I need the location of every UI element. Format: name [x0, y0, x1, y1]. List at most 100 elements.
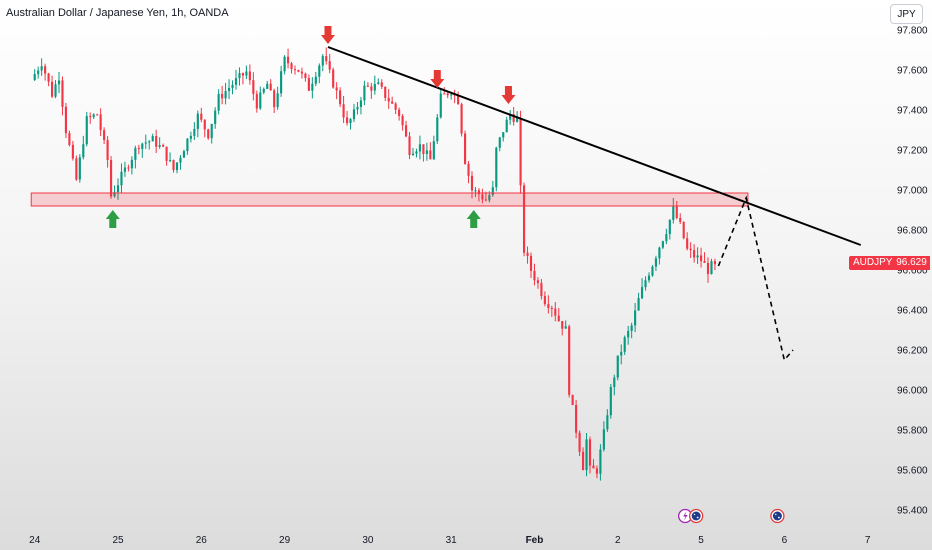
candle-body: [40, 66, 43, 71]
candle-body: [543, 296, 546, 305]
candle-body: [68, 133, 71, 145]
price-tick-label: 95.800: [897, 426, 928, 437]
candle-body: [47, 73, 50, 82]
candles-layer: [33, 47, 717, 481]
candle-body: [470, 175, 474, 191]
candle-body: [172, 160, 175, 171]
candle-body: [158, 145, 161, 147]
time-tick-label: 6: [782, 535, 788, 546]
candle-body: [477, 190, 481, 195]
price-tick-label: 97.800: [897, 26, 928, 37]
candle-body: [89, 116, 92, 118]
candle-body: [672, 206, 675, 220]
candle-body: [300, 71, 304, 74]
arrow-down-icon: [430, 70, 445, 88]
candle-body: [134, 148, 137, 160]
candle-body: [370, 86, 373, 91]
candle-body: [342, 104, 345, 118]
candle-body: [293, 69, 297, 71]
candle-body: [481, 194, 484, 200]
price-tick-label: 97.200: [897, 146, 928, 157]
candle-body: [366, 85, 369, 87]
candle-body: [345, 117, 349, 124]
candle-body: [92, 114, 95, 117]
time-tick-label: Feb: [526, 535, 544, 546]
price-tick-label: 97.400: [897, 106, 928, 117]
candle-body: [203, 119, 206, 130]
candle-body: [512, 114, 515, 122]
au-flag-icon[interactable]: [688, 508, 704, 524]
candle-body: [200, 113, 203, 120]
candle-body: [609, 387, 612, 416]
time-tick-label: 24: [29, 535, 41, 546]
candle-body: [207, 129, 210, 139]
candle-body: [557, 315, 560, 322]
candle-body: [606, 415, 609, 430]
candle-body: [571, 394, 574, 406]
candle-body: [398, 109, 401, 116]
candle-body: [328, 61, 331, 70]
candle-body: [318, 65, 321, 77]
candle-body: [311, 83, 314, 91]
candle-body: [415, 151, 418, 154]
price-tick-label: 96.200: [897, 346, 928, 357]
candle-body: [349, 119, 352, 124]
candle-body: [581, 451, 585, 471]
candle-body: [561, 321, 564, 329]
candle-body: [564, 326, 567, 329]
candle-body: [675, 206, 678, 218]
au-flag-icon[interactable]: [770, 508, 785, 524]
candle-body: [502, 132, 505, 138]
candle-body: [575, 405, 578, 433]
candle-body: [554, 308, 557, 316]
candle-body: [165, 146, 168, 161]
candle-body: [394, 103, 397, 110]
candle-body: [443, 93, 446, 95]
candle-body: [141, 143, 144, 149]
candle-body: [127, 167, 130, 169]
candle-body: [699, 255, 703, 262]
candle-body: [103, 130, 106, 141]
candle-body: [599, 449, 602, 474]
candle-body: [109, 160, 113, 197]
candle-body: [592, 465, 595, 469]
economic-event-icon[interactable]: [677, 508, 693, 524]
candle-body: [280, 71, 283, 94]
candle-body: [262, 88, 265, 93]
candle-body: [588, 439, 592, 466]
candle-body: [536, 280, 540, 284]
time-tick-label: 25: [112, 535, 124, 546]
candle-body: [339, 90, 342, 105]
candle-body: [686, 238, 689, 249]
candle-body: [373, 83, 376, 91]
candle-body: [245, 71, 248, 76]
price-tick-label: 96.600: [897, 266, 928, 277]
projection-path[interactable]: [717, 195, 794, 362]
candle-body: [627, 330, 630, 338]
candle-body: [516, 117, 519, 122]
candle-body: [613, 377, 616, 388]
candle-body: [529, 255, 533, 271]
candle-body: [710, 261, 713, 275]
candle-body: [120, 171, 123, 186]
resistance-zone[interactable]: [30, 192, 749, 207]
price-tick-label: 96.000: [897, 386, 928, 397]
candle-body: [54, 84, 57, 97]
candle-body: [356, 106, 359, 110]
candle-body: [64, 106, 68, 134]
candle-body: [661, 241, 664, 248]
candle-body: [332, 69, 335, 88]
price-tick-label: 96.400: [897, 306, 928, 317]
candle-body: [463, 133, 467, 164]
candle-body: [668, 219, 671, 235]
candle-body: [144, 142, 147, 144]
candle-body: [647, 275, 651, 281]
candle-body: [630, 325, 633, 331]
trendline[interactable]: [327, 46, 862, 246]
price-tick-label: 97.000: [897, 186, 928, 197]
candle-body: [509, 114, 512, 120]
candle-body: [540, 283, 543, 297]
currency-button[interactable]: JPY: [890, 4, 923, 24]
candle-body: [33, 74, 36, 80]
